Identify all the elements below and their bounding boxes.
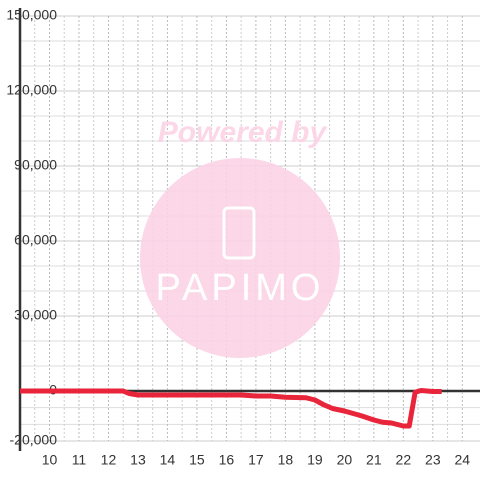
watermark-icon <box>222 206 256 260</box>
x-tick-label: 21 <box>366 452 382 468</box>
watermark-text: Powered by <box>158 116 328 149</box>
x-tick-label: 12 <box>101 452 117 468</box>
y-tick-label: 150,000 <box>6 7 57 23</box>
x-tick-label: 23 <box>425 452 441 468</box>
y-tick-label: -20,000 <box>10 432 58 448</box>
x-tick-label: 14 <box>160 452 176 468</box>
x-tick-label: 13 <box>130 452 146 468</box>
y-tick-label: 30,000 <box>14 307 57 323</box>
y-tick-label: 60,000 <box>14 232 57 248</box>
x-tick-label: 15 <box>189 452 205 468</box>
y-tick-label: 120,000 <box>6 82 57 98</box>
x-tick-label: 16 <box>219 452 235 468</box>
watermark-logo: PAPIMO <box>156 267 325 309</box>
data-line <box>20 388 442 429</box>
watermark: Powered by PAPIMO <box>140 116 340 358</box>
x-tick-label: 19 <box>307 452 323 468</box>
y-tick-label: 90,000 <box>14 157 57 173</box>
x-tick-label: 17 <box>248 452 264 468</box>
x-tick-label: 20 <box>337 452 353 468</box>
x-tick-label: 22 <box>396 452 412 468</box>
x-tick-label: 18 <box>278 452 294 468</box>
x-tick-label: 24 <box>455 452 471 468</box>
x-tick-label: 11 <box>72 452 87 468</box>
x-tick-label: 10 <box>42 452 58 468</box>
